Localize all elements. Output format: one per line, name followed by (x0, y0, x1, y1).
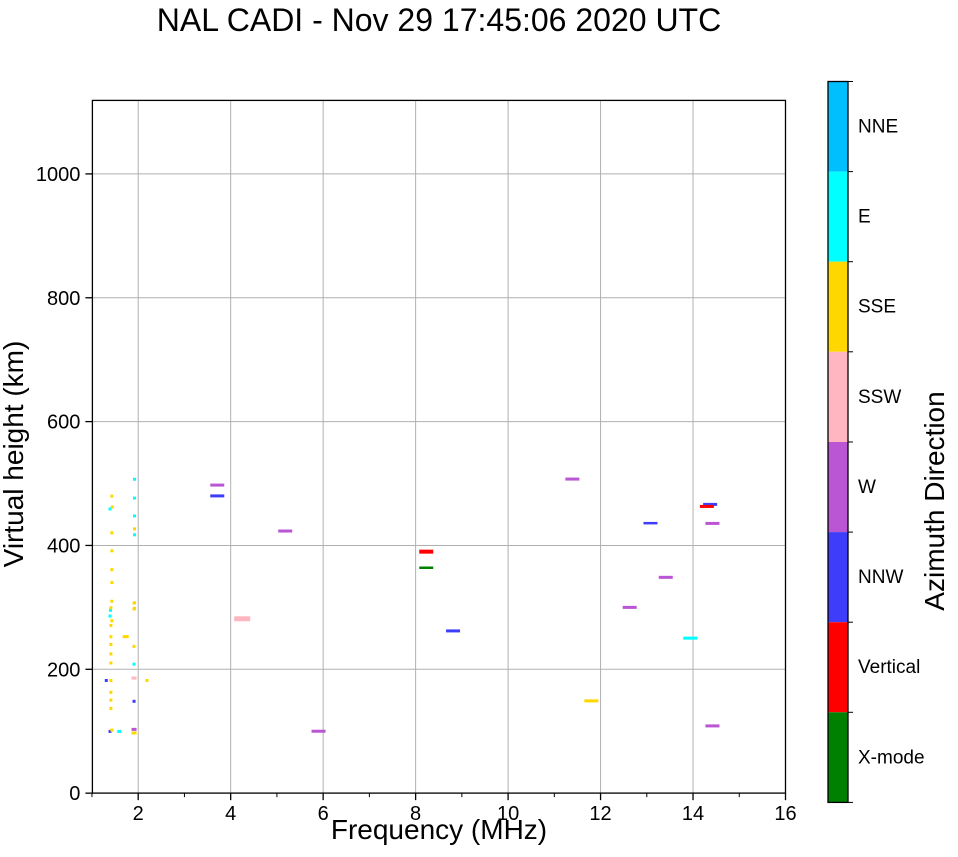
svg-text:400: 400 (47, 535, 80, 557)
svg-text:W: W (858, 477, 876, 498)
svg-text:NNW: NNW (858, 567, 903, 588)
svg-text:X-mode: X-mode (858, 747, 925, 768)
svg-text:NNE: NNE (858, 117, 898, 138)
svg-text:SSW: SSW (858, 387, 901, 408)
svg-text:1000: 1000 (36, 164, 81, 186)
svg-text:800: 800 (47, 288, 80, 310)
svg-text:600: 600 (47, 412, 80, 434)
svg-text:SSE: SSE (858, 297, 896, 318)
svg-text:Vertical: Vertical (858, 657, 920, 678)
svg-text:E: E (858, 207, 871, 228)
svg-text:0: 0 (69, 783, 80, 805)
svg-text:200: 200 (47, 659, 80, 681)
